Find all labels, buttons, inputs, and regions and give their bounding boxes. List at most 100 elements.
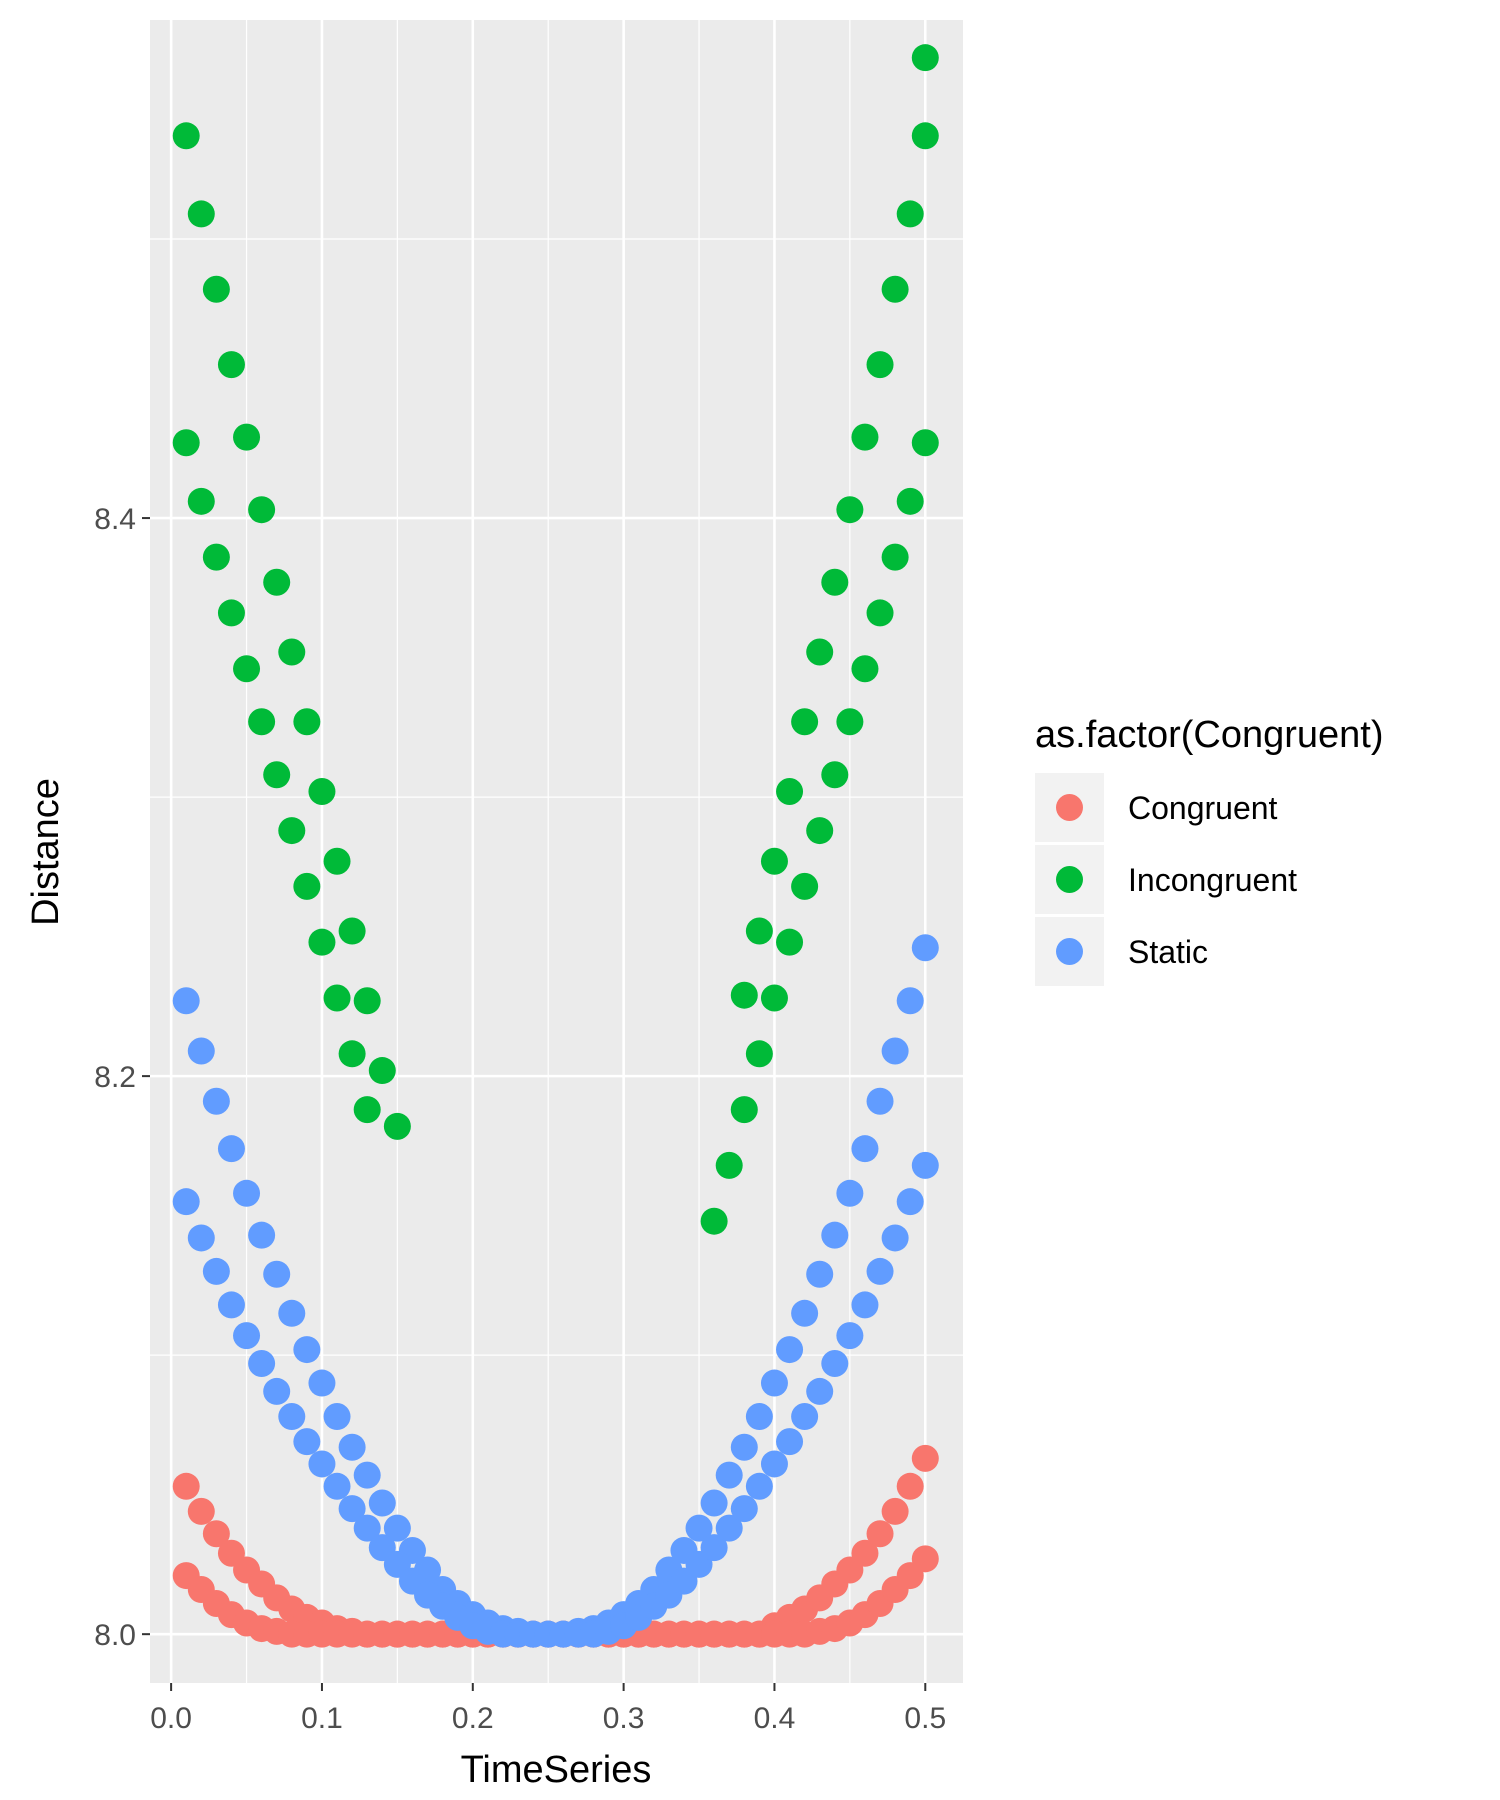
data-point-static — [791, 1403, 819, 1431]
data-point-incongruent — [881, 543, 909, 571]
data-point-incongruent — [172, 122, 200, 150]
legend-label: Congruent — [1128, 790, 1278, 826]
data-point-static — [760, 1369, 788, 1397]
data-point-incongruent — [700, 1207, 728, 1235]
data-point-incongruent — [172, 429, 200, 457]
data-point-incongruent — [202, 543, 230, 571]
data-point-static — [338, 1495, 366, 1523]
data-point-incongruent — [806, 638, 834, 666]
x-tick-label: 0.0 — [150, 1702, 192, 1735]
legend-items: Congruent Incongruent Static — [1035, 773, 1297, 986]
data-point-static — [353, 1514, 381, 1542]
data-point-incongruent — [730, 981, 758, 1009]
data-point-static — [896, 987, 924, 1015]
plot-panel — [150, 20, 963, 1683]
data-point-incongruent — [851, 423, 879, 451]
data-point-static — [383, 1514, 411, 1542]
legend-marker-congruent — [1056, 794, 1083, 821]
data-point-congruent — [172, 1472, 200, 1500]
data-point-static — [745, 1403, 773, 1431]
data-point-static — [851, 1135, 879, 1163]
data-point-congruent — [896, 1472, 924, 1500]
x-axis-title: TimeSeries — [461, 1749, 652, 1791]
y-tick-label: 8.0 — [94, 1619, 136, 1652]
data-point-static — [806, 1260, 834, 1288]
data-point-static — [187, 1037, 215, 1065]
data-point-incongruent — [776, 928, 804, 956]
tick-labels: 0.0 0.1 0.2 0.3 0.4 0.5 8.0 8.2 8.4 — [94, 503, 946, 1735]
data-point-incongruent — [248, 708, 276, 736]
data-point-static — [263, 1377, 291, 1405]
data-point-static — [172, 1188, 200, 1216]
data-point-static — [911, 1151, 939, 1179]
data-point-incongruent — [383, 1112, 411, 1140]
x-tick-label: 0.1 — [301, 1702, 343, 1735]
data-point-static — [338, 1433, 366, 1461]
data-point-static — [217, 1291, 245, 1319]
data-point-static — [248, 1350, 276, 1378]
data-point-incongruent — [760, 984, 788, 1012]
data-point-static — [821, 1350, 849, 1378]
data-point-static — [202, 1087, 230, 1115]
data-point-incongruent — [896, 487, 924, 515]
data-point-incongruent — [263, 761, 291, 789]
data-point-incongruent — [896, 200, 924, 228]
data-point-static — [791, 1299, 819, 1327]
data-point-incongruent — [776, 778, 804, 806]
data-point-static — [881, 1224, 909, 1252]
data-point-incongruent — [323, 984, 351, 1012]
data-point-static — [776, 1336, 804, 1364]
data-point-incongruent — [233, 423, 261, 451]
data-point-static — [776, 1428, 804, 1456]
data-point-incongruent — [836, 708, 864, 736]
y-tick-label: 8.4 — [94, 503, 136, 536]
data-point-incongruent — [911, 122, 939, 150]
data-point-static — [836, 1179, 864, 1207]
data-point-incongruent — [821, 568, 849, 596]
data-point-incongruent — [353, 987, 381, 1015]
data-point-incongruent — [911, 44, 939, 72]
data-point-incongruent — [836, 496, 864, 524]
data-point-incongruent — [730, 1096, 758, 1124]
data-point-incongruent — [760, 847, 788, 875]
data-point-incongruent — [866, 351, 894, 379]
data-point-incongruent — [278, 638, 306, 666]
data-point-incongruent — [308, 778, 336, 806]
data-point-incongruent — [851, 655, 879, 683]
y-tick-label: 8.2 — [94, 1061, 136, 1094]
data-point-static — [881, 1037, 909, 1065]
data-point-static — [806, 1377, 834, 1405]
data-point-static — [368, 1489, 396, 1517]
data-point-static — [308, 1450, 336, 1478]
data-point-incongruent — [368, 1057, 396, 1085]
legend-marker-incongruent — [1056, 866, 1083, 893]
data-point-static — [263, 1260, 291, 1288]
data-point-congruent — [911, 1444, 939, 1472]
data-point-incongruent — [263, 568, 291, 596]
data-point-incongruent — [821, 761, 849, 789]
data-point-incongruent — [233, 655, 261, 683]
data-point-static — [353, 1461, 381, 1489]
y-axis-title: Distance — [25, 778, 67, 926]
data-point-congruent — [911, 1545, 939, 1573]
data-point-static — [217, 1135, 245, 1163]
data-point-static — [202, 1257, 230, 1285]
data-point-static — [293, 1336, 321, 1364]
data-point-static — [233, 1322, 261, 1350]
data-point-static — [851, 1291, 879, 1319]
data-point-static — [278, 1403, 306, 1431]
data-point-static — [911, 934, 939, 962]
data-point-incongruent — [202, 275, 230, 303]
data-point-static — [323, 1472, 351, 1500]
data-point-incongruent — [866, 599, 894, 627]
legend-marker-static — [1056, 938, 1083, 965]
data-point-incongruent — [745, 1040, 773, 1068]
data-point-static — [233, 1179, 261, 1207]
data-point-static — [715, 1461, 743, 1489]
data-point-congruent — [202, 1520, 230, 1548]
data-point-incongruent — [745, 917, 773, 945]
data-point-static — [685, 1514, 713, 1542]
data-point-incongruent — [323, 847, 351, 875]
data-point-static — [248, 1221, 276, 1249]
data-point-incongruent — [791, 872, 819, 900]
